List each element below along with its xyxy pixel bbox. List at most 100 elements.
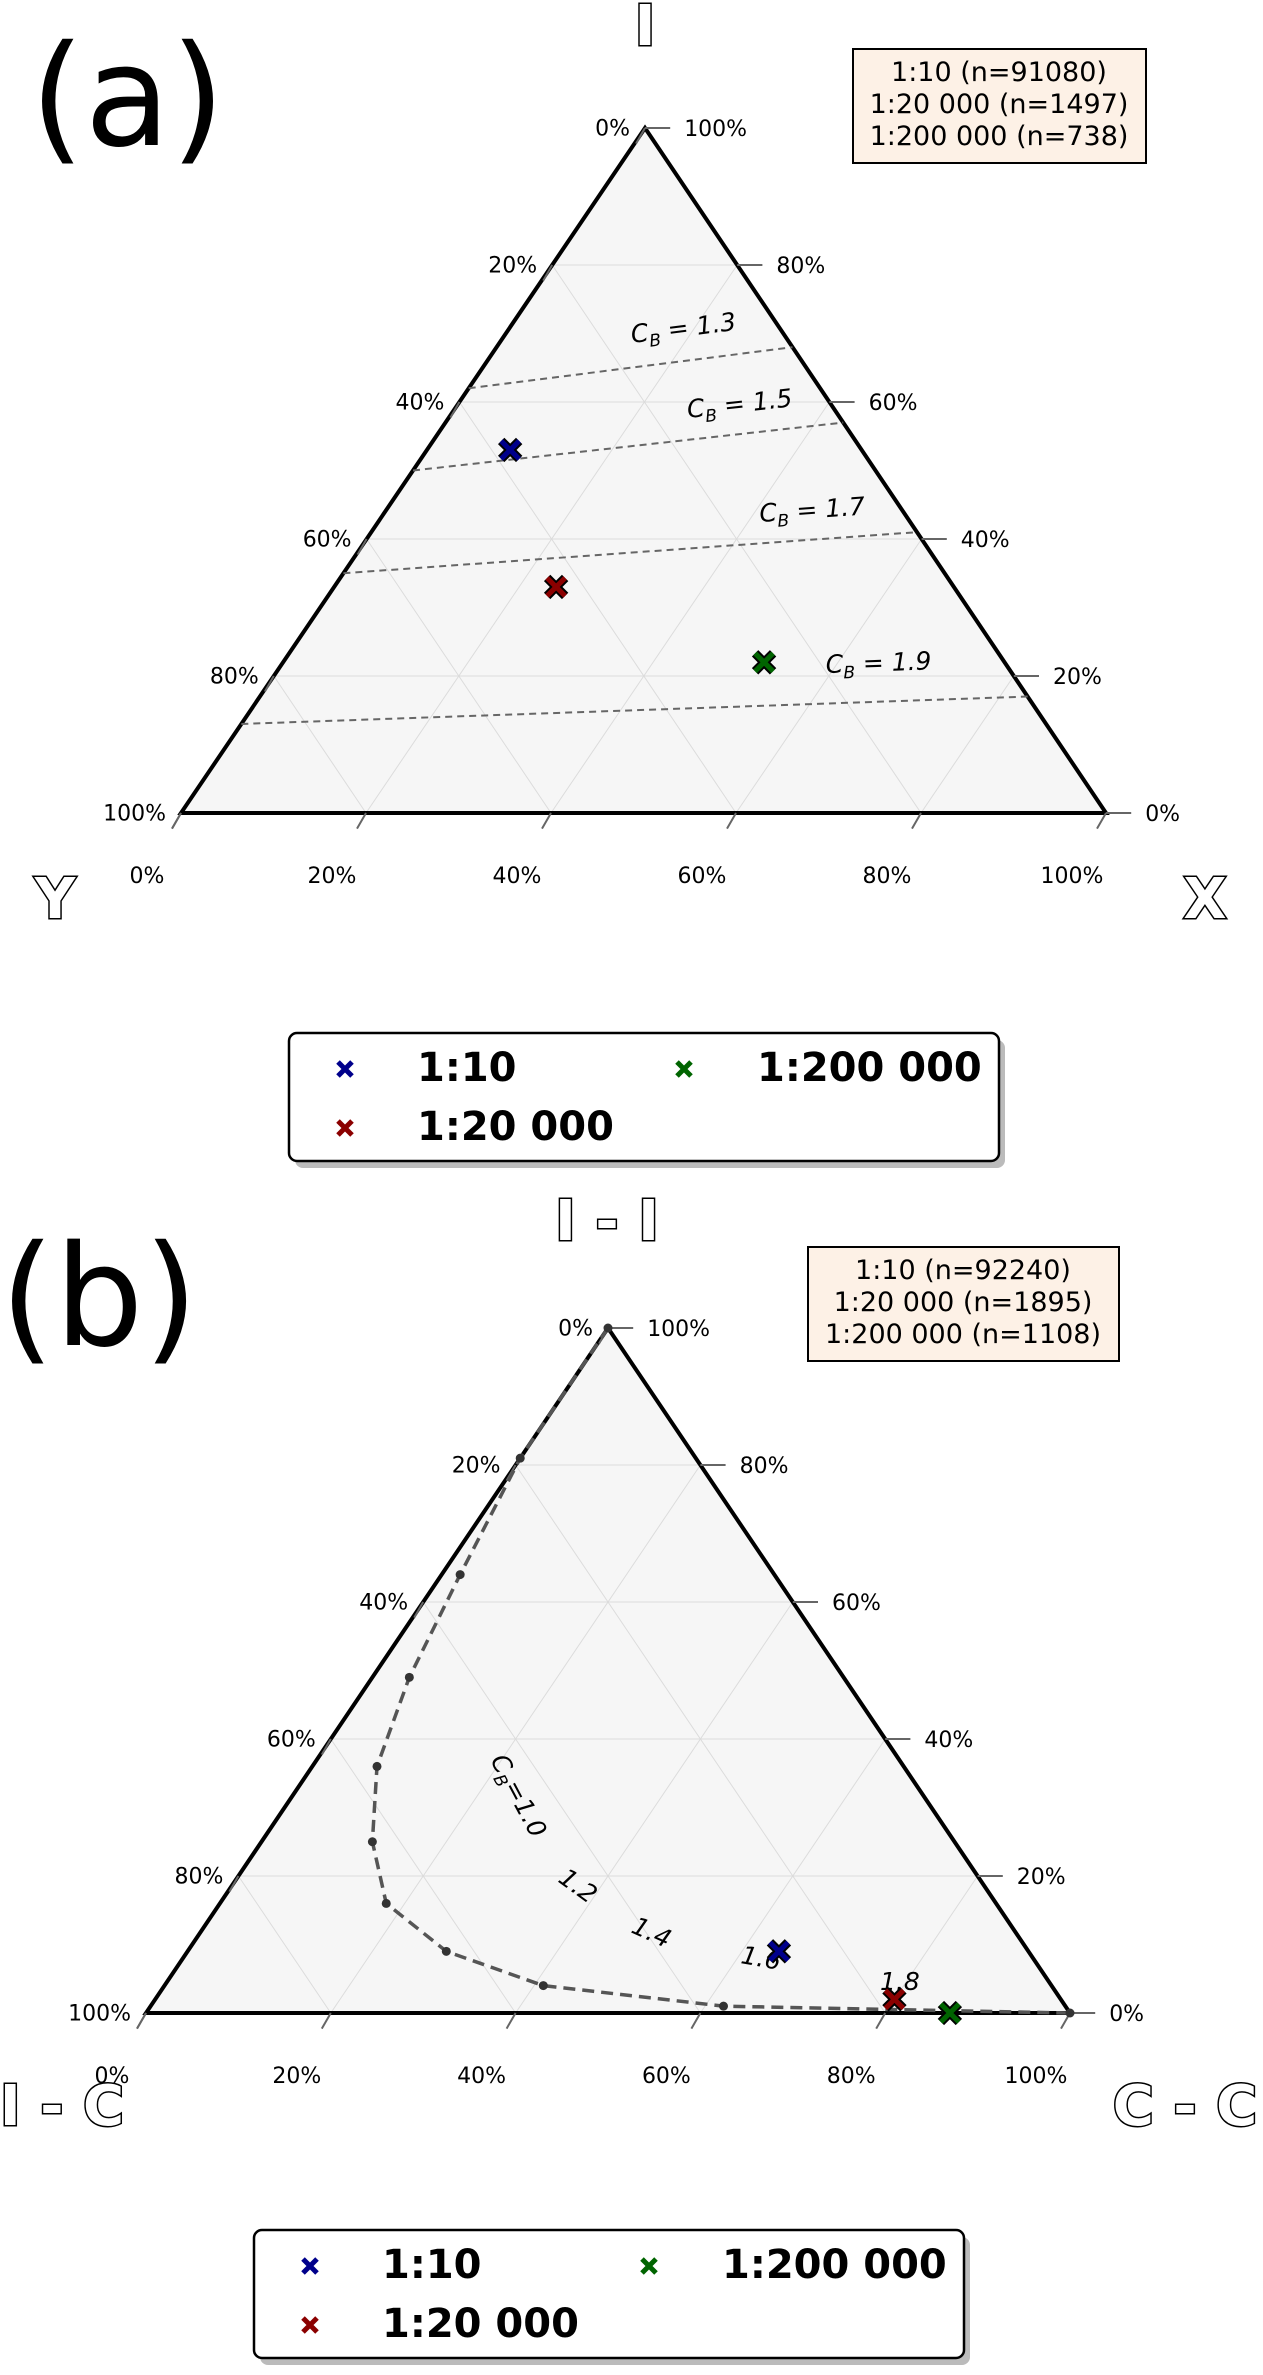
plot-area: 100% 100% 0% 80% 80% 20% 60% 60% 40% 40% 40% 60% 20%… [68,1317,1144,2089]
sample-count-box: 1:10 (n=92240) 1:20 000 (n=1895) 1:200 0… [807,1246,1120,1362]
tick-mark [541,812,552,830]
tick-mark [356,538,368,556]
count-line: 1:10 (n=91080) [891,57,1107,88]
tick-mark [320,2012,332,2030]
curve-point [538,1981,548,1991]
tick-mark [690,2012,702,2030]
grid-line [330,1464,701,2014]
tick-label-left: 80% [174,1865,223,1890]
tick-label-bottom: 80% [827,2064,876,2089]
tick-label-right: 60% [869,391,918,416]
tick-mark [726,812,737,830]
legend-marker [336,1119,354,1137]
legend-marker [301,2257,319,2275]
data-point [882,1987,907,2012]
tick-mark [449,401,461,419]
tick-label-right: 80% [740,1454,789,1479]
tick-label-left: 100% [68,2002,131,2027]
count-line: 1:10 (n=92240) [855,1255,1071,1286]
curve-point [441,1946,451,1956]
tick-label-bottom: 20% [308,864,357,889]
tick-label-right: 0% [1145,802,1180,827]
vertex-label-left: Y [34,867,77,932]
contour-line [468,346,793,390]
tick-label-right: 0% [1109,2002,1144,2027]
legend-marker [640,2257,658,2275]
tick-label-bottom: 0% [95,2064,130,2089]
plot-area: 100% 100% 0% 80% 80% 20% 60% 60% 40% 40% 40% 60% 20%… [103,117,1180,889]
tick-mark [228,1875,240,1893]
vertex-label-top: I [635,0,656,59]
grid-line [920,675,1015,814]
tick-label-right: 60% [832,1591,881,1616]
count-line: 1:200 000 (n=1108) [825,1319,1101,1350]
data-point [766,1939,792,1964]
tick-label-bottom: 60% [678,864,727,889]
triangle-border [142,1324,1074,2015]
curve-point [1065,2008,1075,2018]
vertex-label-top: I - I [555,1190,659,1254]
grid-line [551,264,922,814]
legend-entry-label: 1:10 [417,1045,517,1091]
curve-point [719,2001,728,2011]
tick-label-bottom: 40% [457,2064,506,2089]
tick-label-right: 20% [1017,1865,1066,1890]
tick-mark [542,264,554,282]
tick-mark [413,1601,425,1619]
data-point-marker [499,439,521,461]
legend-entry-label: 1:20 000 [382,2301,579,2347]
tick-label-bottom: 80% [863,864,912,889]
legend-entry-label: 1:10 [382,2242,482,2288]
triangle-fill [181,128,1106,813]
vertex-label-left: I - C [0,2074,124,2139]
legend: 1:10 1:20 000 1:200 000 [252,2228,970,2365]
data-point-marker [768,1940,790,1963]
contour-label: CB = 1.9 [825,646,932,684]
curve-point [367,1837,377,1847]
tick-label-right: 40% [924,1728,973,1753]
legend: 1:10 1:20 000 1:200 000 [287,1031,1005,1168]
panel-label: (a) [30,16,225,179]
tick-label-right: 20% [1053,665,1102,690]
curve-point [404,1672,414,1682]
tick-label-left: 40% [395,391,444,416]
legend-marker [675,1060,693,1078]
vertex-label-right: X [1183,867,1226,932]
contour-line [412,421,844,472]
tick-label-left: 40% [359,1591,408,1616]
tick-label-left: 0% [595,117,630,142]
tick-mark [356,812,367,830]
grid-line [237,1875,332,2014]
tick-label-bottom: 0% [130,864,165,889]
grid-line [515,1464,886,2014]
ternary-chart-a: (a) 100% 100% 0% 80% 80% 20% 60% 60% 40% 40% 40% 60… [30,0,1228,1168]
legend-frame [252,2228,966,2360]
count-line: 1:20 000 (n=1497) [870,89,1129,120]
data-point-marker [939,2002,961,2024]
tick-label-left: 60% [303,528,352,553]
tick-label-bottom: 100% [1041,864,1104,889]
count-line: 1:20 000 (n=1895) [834,1287,1093,1318]
tick-label-bottom: 20% [272,2064,321,2089]
legend-marker [301,2316,319,2334]
tick-label-left: 100% [103,802,166,827]
contour-label: CB = 1.7 [758,491,866,532]
data-point-marker [545,576,567,598]
tick-label-left: 80% [210,665,259,690]
data-point [497,437,523,463]
tick-mark [505,2012,517,2030]
legend-frame [287,1031,1001,1163]
legend-marker [336,1060,354,1078]
curve-point [515,1453,525,1463]
tick-mark [263,675,275,693]
tick-label-bottom: 40% [493,864,542,889]
count-box-frame [807,1246,1120,1362]
tick-label-left: 60% [267,1728,316,1753]
tick-mark [171,812,182,830]
legend-entry-label: 1:20 000 [417,1104,614,1150]
vertex-label-right: C - C [1113,2074,1257,2139]
sample-count-box: 1:10 (n=91080) 1:20 000 (n=1497) 1:200 0… [852,48,1147,164]
grid-line [550,401,830,814]
count-line: 1:200 000 (n=738) [870,121,1129,152]
tick-mark [136,2012,147,2030]
